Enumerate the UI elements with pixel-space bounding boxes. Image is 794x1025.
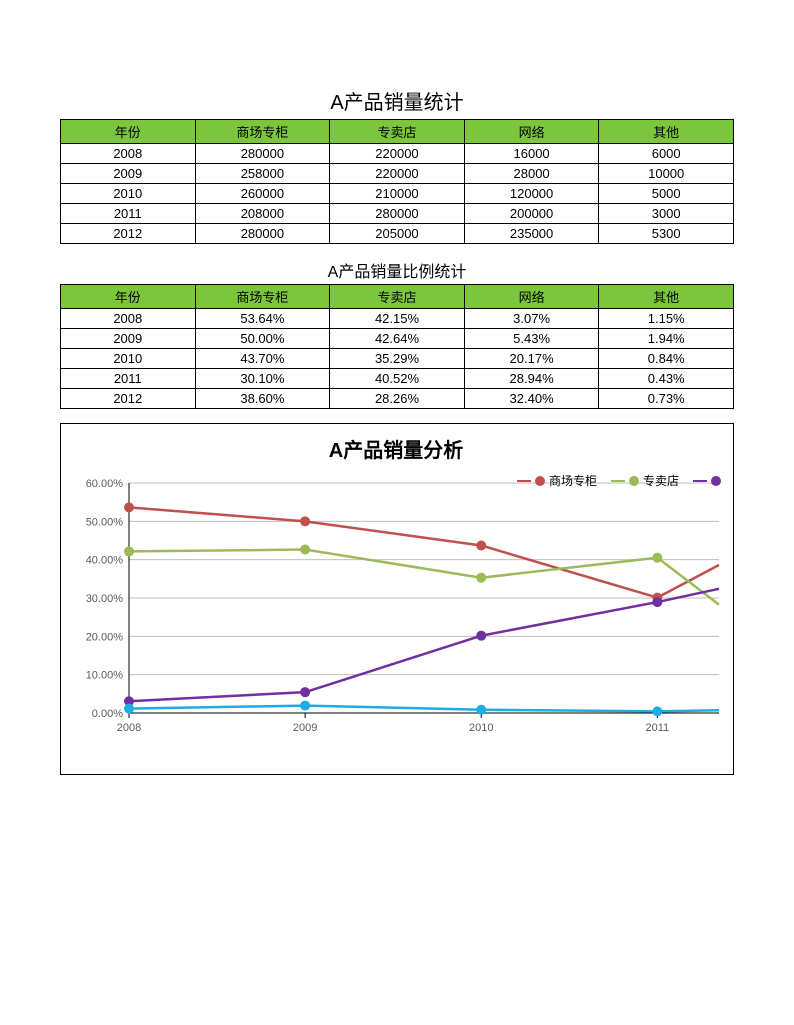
table-header-cell: 其他 <box>599 120 734 144</box>
line-chart: 0.00% 10.00% 20.00% 30.00% 40.00% 50.00% 60.00… <box>69 463 729 753</box>
table-cell: 10000 <box>599 164 734 184</box>
table-cell: 30.10% <box>195 369 330 389</box>
table-cell: 1.15% <box>599 309 734 329</box>
table-cell: 40.52% <box>330 369 465 389</box>
table-header-cell: 专卖店 <box>330 285 465 309</box>
table-row: 201238.60%28.26%32.40%0.73% <box>61 389 734 409</box>
ratio-table-block: A产品销量比例统计 年份商场专柜专卖店网络其他 200853.64%42.15%… <box>60 258 734 409</box>
table-cell: 200000 <box>464 204 599 224</box>
table-row: 20092580002200002800010000 <box>61 164 734 184</box>
table-header-cell: 商场专柜 <box>195 120 330 144</box>
table-cell: 120000 <box>464 184 599 204</box>
table-cell: 5300 <box>599 224 734 244</box>
table-cell: 3000 <box>599 204 734 224</box>
ratio-table: 年份商场专柜专卖店网络其他 200853.64%42.15%3.07%1.15%… <box>60 284 734 409</box>
svg-text:2010: 2010 <box>469 722 493 734</box>
table-cell: 5.43% <box>464 329 599 349</box>
table-cell: 220000 <box>330 144 465 164</box>
table-cell: 235000 <box>464 224 599 244</box>
table-cell: 53.64% <box>195 309 330 329</box>
table-cell: 2010 <box>61 349 196 369</box>
table1-title: A产品销量统计 <box>60 86 734 115</box>
table-cell: 28.94% <box>464 369 599 389</box>
table-cell: 38.60% <box>195 389 330 409</box>
table-cell: 28.26% <box>330 389 465 409</box>
table-cell: 0.43% <box>599 369 734 389</box>
table-cell: 28000 <box>464 164 599 184</box>
table-header-cell: 其他 <box>599 285 734 309</box>
svg-text:0.00%: 0.00% <box>92 708 123 720</box>
legend-item <box>693 476 721 486</box>
legend-label: 商场专柜 <box>549 472 597 489</box>
table-cell: 2012 <box>61 224 196 244</box>
table-cell: 280000 <box>330 204 465 224</box>
svg-text:2009: 2009 <box>293 722 317 734</box>
table-row: 20112080002800002000003000 <box>61 204 734 224</box>
sales-table-block: A产品销量统计 年份商场专柜专卖店网络其他 200828000022000016… <box>60 86 734 244</box>
chart-container: A产品销量分析 商场专柜 专卖店 0.00% 10.00% 20.00% 30.00% 4… <box>60 423 734 775</box>
table-row: 20102600002100001200005000 <box>61 184 734 204</box>
table-cell: 0.73% <box>599 389 734 409</box>
svg-text:40.00%: 40.00% <box>86 555 124 567</box>
table-row: 2008280000220000160006000 <box>61 144 734 164</box>
table-cell: 205000 <box>330 224 465 244</box>
table-cell: 35.29% <box>330 349 465 369</box>
table-cell: 2008 <box>61 309 196 329</box>
table-cell: 260000 <box>195 184 330 204</box>
table-row: 200853.64%42.15%3.07%1.15% <box>61 309 734 329</box>
table-row: 20122800002050002350005300 <box>61 224 734 244</box>
table-cell: 220000 <box>330 164 465 184</box>
table-cell: 3.07% <box>464 309 599 329</box>
svg-text:2011: 2011 <box>646 722 670 734</box>
table-cell: 280000 <box>195 224 330 244</box>
sales-table: 年份商场专柜专卖店网络其他 20082800002200001600060002… <box>60 119 734 244</box>
table-cell: 32.40% <box>464 389 599 409</box>
table-cell: 258000 <box>195 164 330 184</box>
table-cell: 2008 <box>61 144 196 164</box>
table-header-cell: 年份 <box>61 285 196 309</box>
table-row: 201043.70%35.29%20.17%0.84% <box>61 349 734 369</box>
table-row: 201130.10%40.52%28.94%0.43% <box>61 369 734 389</box>
table-cell: 210000 <box>330 184 465 204</box>
table-cell: 6000 <box>599 144 734 164</box>
legend-item: 专卖店 <box>611 472 679 489</box>
table-cell: 0.84% <box>599 349 734 369</box>
table-cell: 208000 <box>195 204 330 224</box>
table-cell: 16000 <box>464 144 599 164</box>
legend-item: 商场专柜 <box>517 472 597 489</box>
table-cell: 50.00% <box>195 329 330 349</box>
table-header-cell: 专卖店 <box>330 120 465 144</box>
table-cell: 2010 <box>61 184 196 204</box>
table-row: 200950.00%42.64%5.43%1.94% <box>61 329 734 349</box>
table-cell: 20.17% <box>464 349 599 369</box>
table-header-cell: 年份 <box>61 120 196 144</box>
table-cell: 1.94% <box>599 329 734 349</box>
svg-text:60.00%: 60.00% <box>86 478 124 490</box>
table2-title: A产品销量比例统计 <box>60 258 734 282</box>
table-cell: 2011 <box>61 369 196 389</box>
table-cell: 2009 <box>61 329 196 349</box>
legend-label: 专卖店 <box>643 472 679 489</box>
chart-title: A产品销量分析 <box>69 434 723 463</box>
table-cell: 2012 <box>61 389 196 409</box>
table-cell: 280000 <box>195 144 330 164</box>
svg-text:20.00%: 20.00% <box>86 631 124 643</box>
table-cell: 42.15% <box>330 309 465 329</box>
table-cell: 2009 <box>61 164 196 184</box>
svg-text:50.00%: 50.00% <box>86 516 124 528</box>
table-header-cell: 网络 <box>464 285 599 309</box>
table-cell: 2011 <box>61 204 196 224</box>
svg-text:10.00%: 10.00% <box>86 670 124 682</box>
table-cell: 42.64% <box>330 329 465 349</box>
table-cell: 43.70% <box>195 349 330 369</box>
table-cell: 5000 <box>599 184 734 204</box>
table-header-cell: 网络 <box>464 120 599 144</box>
svg-text:2008: 2008 <box>117 722 141 734</box>
chart-legend: 商场专柜 专卖店 <box>517 472 721 489</box>
table-header-cell: 商场专柜 <box>195 285 330 309</box>
svg-text:30.00%: 30.00% <box>86 593 124 605</box>
